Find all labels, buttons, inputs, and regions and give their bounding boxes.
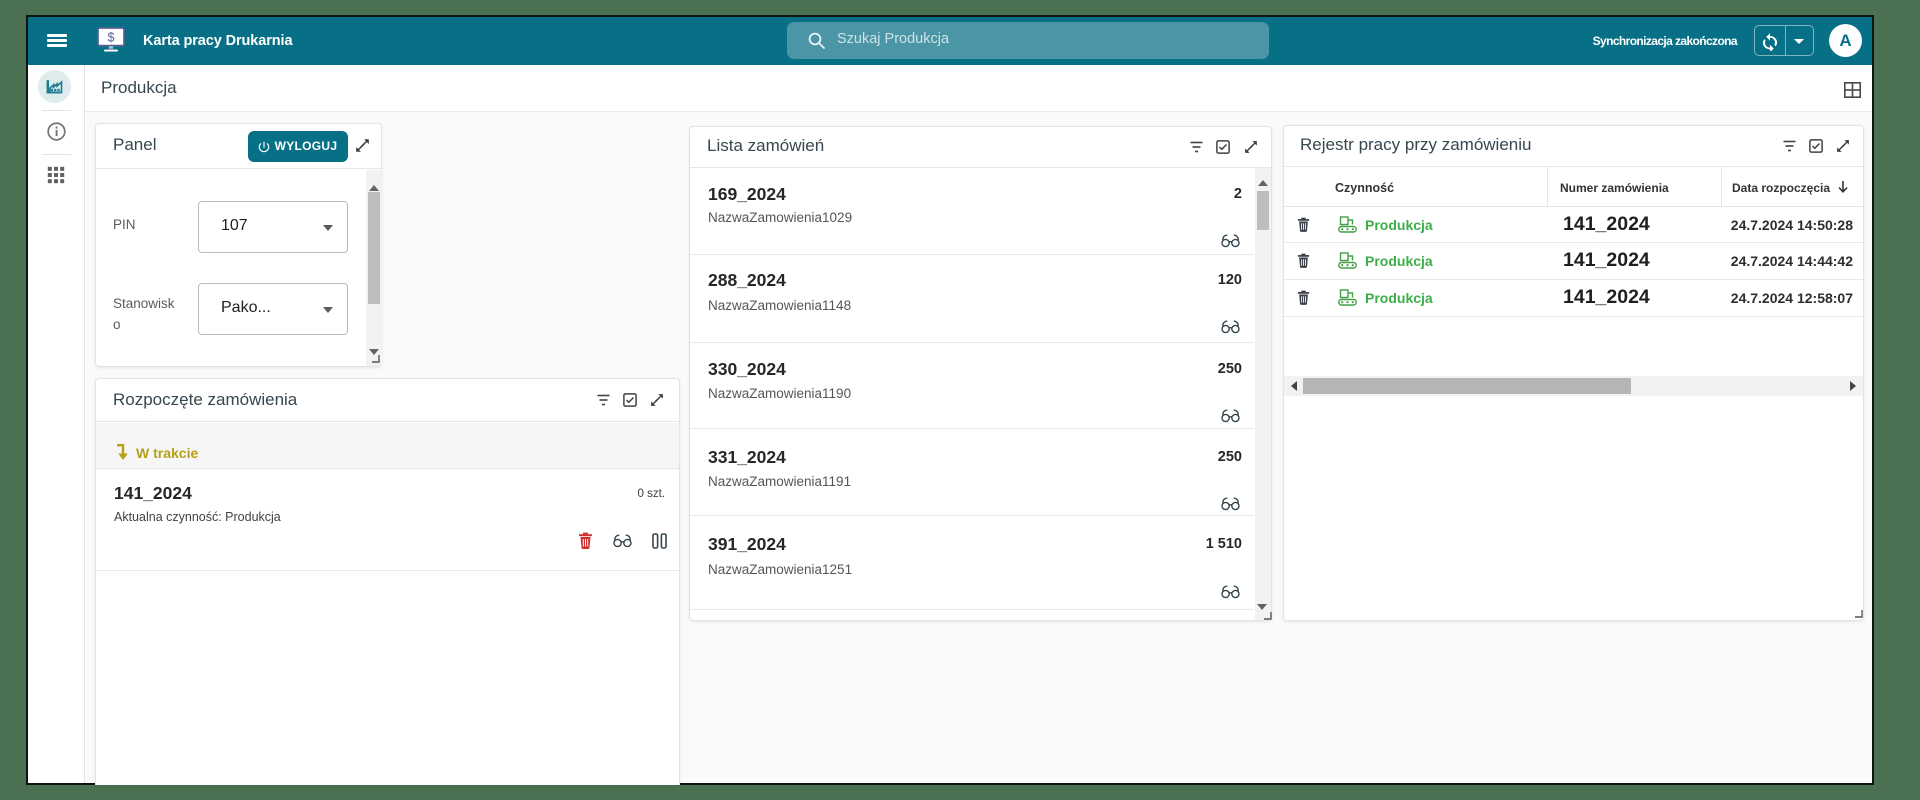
svg-text:$: $ <box>108 30 115 44</box>
